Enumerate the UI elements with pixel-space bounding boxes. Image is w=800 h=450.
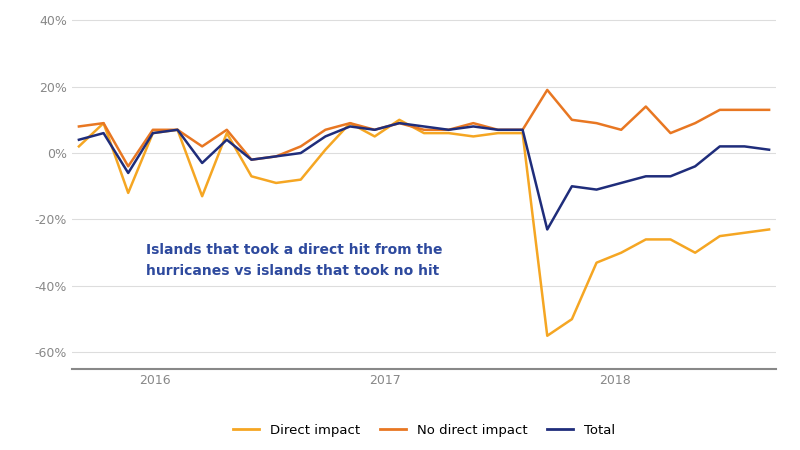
- Direct impact: [592, 260, 602, 265]
- No direct impact: [542, 87, 552, 93]
- Text: Islands that took a direct hit from the: Islands that took a direct hit from the: [146, 243, 442, 257]
- Total: [74, 137, 84, 143]
- Total: [444, 127, 454, 132]
- Legend: Direct impact, No direct impact, Total: Direct impact, No direct impact, Total: [227, 418, 621, 442]
- Direct impact: [123, 190, 133, 196]
- No direct impact: [616, 127, 626, 132]
- No direct impact: [346, 121, 355, 126]
- Direct impact: [641, 237, 650, 242]
- No direct impact: [419, 127, 429, 132]
- Direct impact: [666, 237, 675, 242]
- Total: [764, 147, 774, 153]
- No direct impact: [469, 121, 478, 126]
- Direct impact: [370, 134, 379, 139]
- No direct impact: [321, 127, 330, 132]
- No direct impact: [296, 144, 306, 149]
- Direct impact: [271, 180, 281, 186]
- Direct impact: [740, 230, 750, 235]
- No direct impact: [518, 127, 527, 132]
- Total: [641, 174, 650, 179]
- Total: [246, 157, 256, 162]
- No direct impact: [493, 127, 502, 132]
- Direct impact: [173, 127, 182, 132]
- Direct impact: [493, 130, 502, 136]
- No direct impact: [690, 121, 700, 126]
- Direct impact: [444, 130, 454, 136]
- Direct impact: [222, 130, 232, 136]
- No direct impact: [74, 124, 84, 129]
- No direct impact: [370, 127, 379, 132]
- Total: [740, 144, 750, 149]
- Direct impact: [246, 174, 256, 179]
- Total: [394, 121, 404, 126]
- No direct impact: [246, 157, 256, 162]
- Total: [567, 184, 577, 189]
- Direct impact: [715, 234, 725, 239]
- Direct impact: [321, 147, 330, 153]
- Total: [542, 227, 552, 232]
- No direct impact: [98, 121, 108, 126]
- Direct impact: [394, 117, 404, 122]
- Total: [148, 130, 158, 136]
- Line: Direct impact: Direct impact: [79, 120, 769, 336]
- Direct impact: [74, 144, 84, 149]
- Line: Total: Total: [79, 123, 769, 230]
- Total: [173, 127, 182, 132]
- Total: [198, 160, 207, 166]
- Total: [616, 180, 626, 186]
- No direct impact: [666, 130, 675, 136]
- Direct impact: [764, 227, 774, 232]
- No direct impact: [592, 121, 602, 126]
- No direct impact: [740, 107, 750, 112]
- Total: [123, 170, 133, 176]
- Total: [493, 127, 502, 132]
- No direct impact: [641, 104, 650, 109]
- No direct impact: [173, 127, 182, 132]
- Direct impact: [198, 194, 207, 199]
- Line: No direct impact: No direct impact: [79, 90, 769, 166]
- No direct impact: [222, 127, 232, 132]
- Total: [518, 127, 527, 132]
- No direct impact: [271, 153, 281, 159]
- Direct impact: [98, 121, 108, 126]
- No direct impact: [198, 144, 207, 149]
- Direct impact: [518, 130, 527, 136]
- Total: [98, 130, 108, 136]
- Total: [222, 137, 232, 143]
- Total: [321, 134, 330, 139]
- Total: [370, 127, 379, 132]
- Total: [469, 124, 478, 129]
- Direct impact: [148, 130, 158, 136]
- No direct impact: [444, 127, 454, 132]
- No direct impact: [567, 117, 577, 122]
- No direct impact: [123, 164, 133, 169]
- Direct impact: [419, 130, 429, 136]
- Direct impact: [296, 177, 306, 182]
- Text: hurricanes vs islands that took no hit: hurricanes vs islands that took no hit: [146, 264, 439, 278]
- Total: [346, 124, 355, 129]
- Direct impact: [346, 121, 355, 126]
- No direct impact: [148, 127, 158, 132]
- No direct impact: [394, 121, 404, 126]
- Direct impact: [542, 333, 552, 338]
- Total: [666, 174, 675, 179]
- Total: [715, 144, 725, 149]
- Total: [296, 150, 306, 156]
- Direct impact: [567, 316, 577, 322]
- Total: [271, 153, 281, 159]
- Direct impact: [690, 250, 700, 256]
- Total: [419, 124, 429, 129]
- No direct impact: [764, 107, 774, 112]
- Total: [592, 187, 602, 192]
- No direct impact: [715, 107, 725, 112]
- Total: [690, 164, 700, 169]
- Direct impact: [469, 134, 478, 139]
- Direct impact: [616, 250, 626, 256]
